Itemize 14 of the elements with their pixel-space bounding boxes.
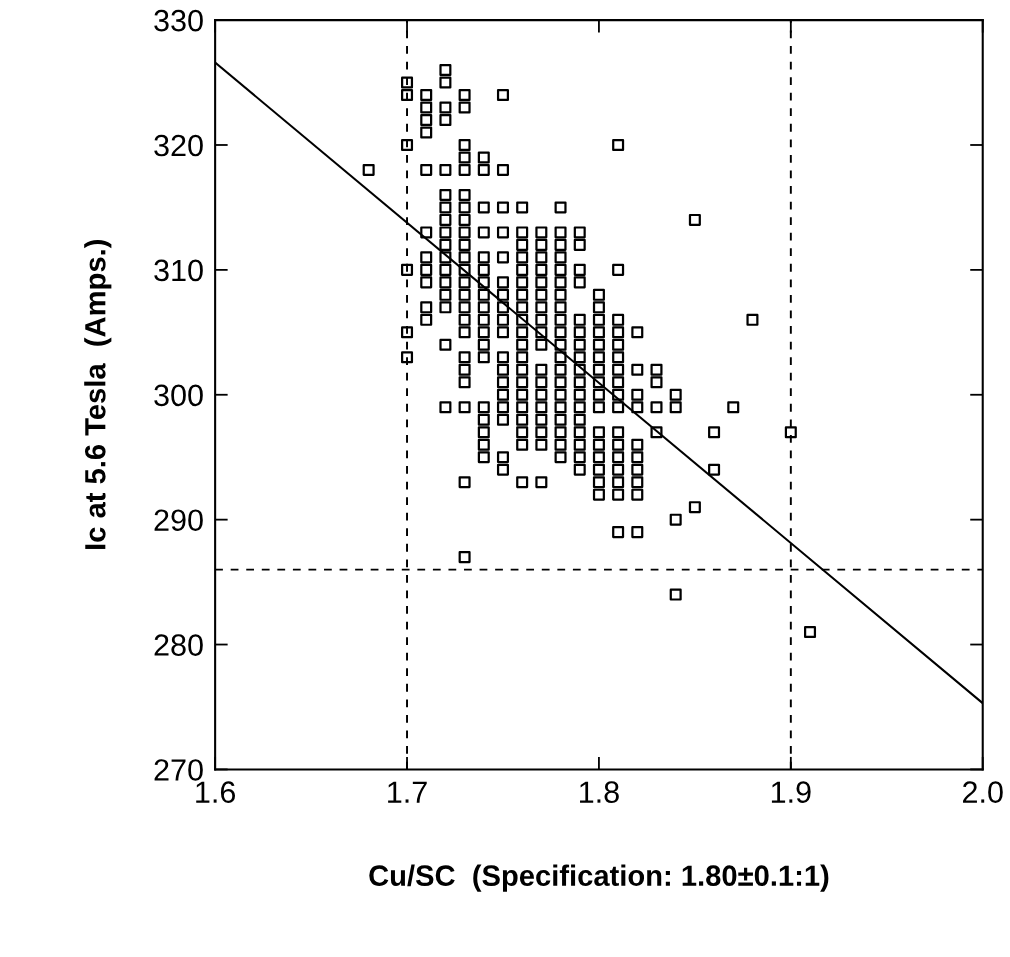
y-tick-label: 310 — [154, 259, 203, 282]
x-axis-title: Cu/SC (Specification: 1.80±0.1:1) — [369, 864, 829, 892]
y-tick-label: 280 — [154, 634, 203, 656]
x-tick-label: 1.8 — [580, 781, 619, 803]
y-tick-label: 330 — [154, 9, 203, 32]
y-tick-label: 270 — [154, 759, 203, 781]
x-tick-label: 1.7 — [388, 781, 427, 803]
y-tick-label: 300 — [154, 384, 203, 407]
y-axis-title: Ic at 5.6 Tesla (Amps.) — [84, 240, 112, 549]
x-tick-label: 1.9 — [771, 781, 811, 803]
x-tick-label: 2.0 — [963, 781, 1003, 803]
y-tick-label: 290 — [154, 509, 203, 532]
x-tick-label: 1.6 — [196, 781, 236, 803]
y-tick-label: 320 — [154, 134, 203, 157]
